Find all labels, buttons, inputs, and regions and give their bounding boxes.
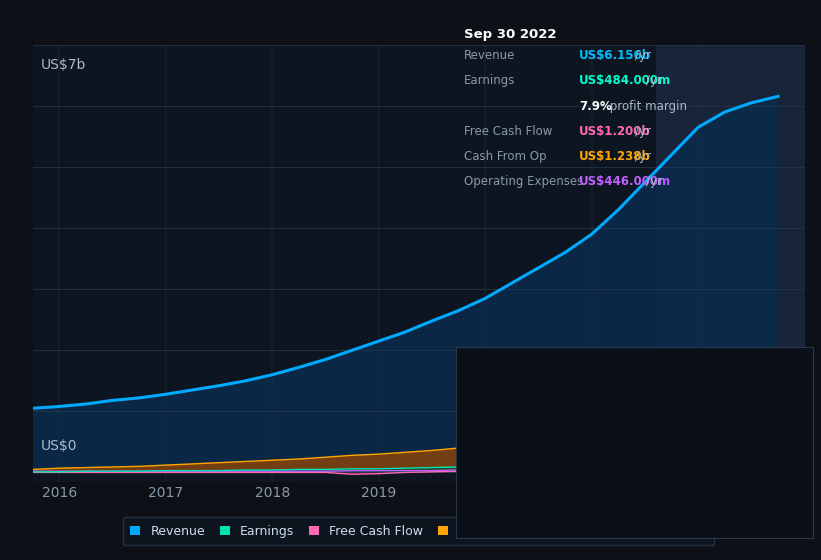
Text: Free Cash Flow: Free Cash Flow [464, 125, 553, 138]
Legend: Revenue, Earnings, Free Cash Flow, Cash From Op, Operating Expenses: Revenue, Earnings, Free Cash Flow, Cash … [123, 517, 714, 545]
Text: /yr: /yr [646, 74, 662, 87]
Text: US$7b: US$7b [40, 58, 86, 72]
Text: /yr: /yr [635, 49, 650, 62]
Text: US$6.156b: US$6.156b [579, 49, 651, 62]
Text: Sep 30 2022: Sep 30 2022 [464, 28, 557, 41]
Text: Earnings: Earnings [464, 74, 516, 87]
Text: /yr: /yr [635, 125, 650, 138]
Text: US$0: US$0 [40, 439, 77, 453]
Text: Cash From Op: Cash From Op [464, 150, 546, 163]
Text: profit margin: profit margin [606, 100, 687, 113]
Text: US$484.000m: US$484.000m [579, 74, 671, 87]
Text: US$1.200b: US$1.200b [579, 125, 650, 138]
Text: Operating Expenses: Operating Expenses [464, 175, 583, 188]
Text: Revenue: Revenue [464, 49, 516, 62]
Text: US$446.000m: US$446.000m [579, 175, 671, 188]
Text: US$1.238b: US$1.238b [579, 150, 651, 163]
Bar [655, 45, 805, 482]
Text: 7.9%: 7.9% [579, 100, 612, 113]
Text: /yr: /yr [635, 150, 650, 163]
Text: /yr: /yr [646, 175, 662, 188]
